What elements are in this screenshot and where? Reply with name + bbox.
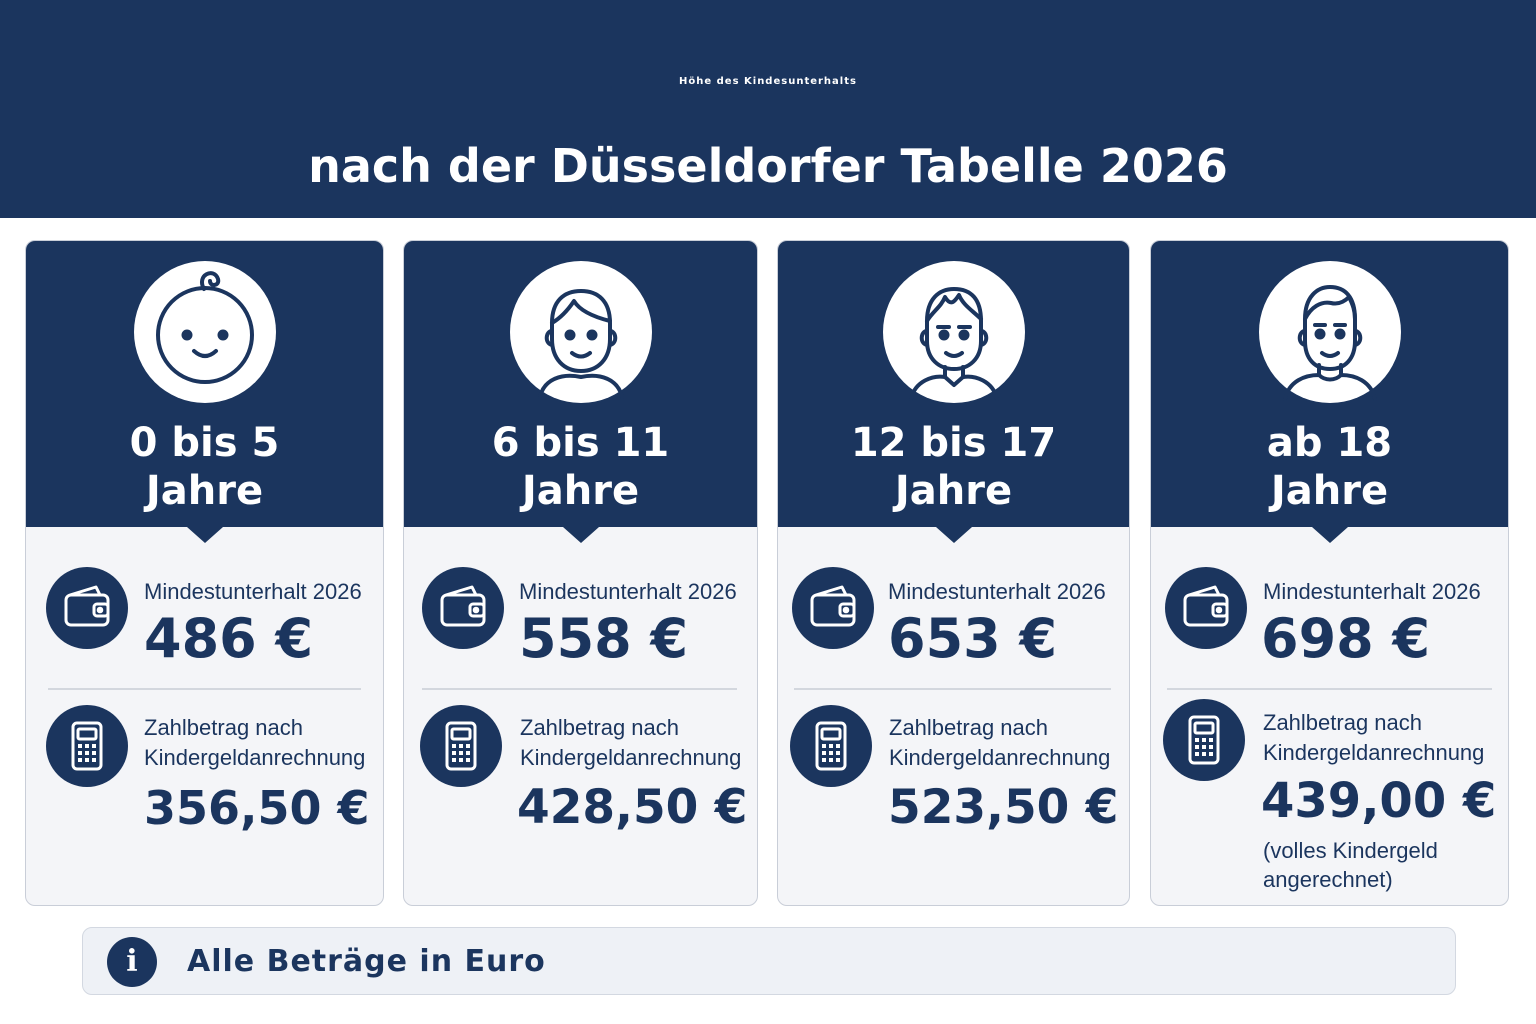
min-amount: 558 € <box>519 607 689 670</box>
age-card-0-5: 0 bis 5 Jahre Mindestunterhalt 2026 486 … <box>25 240 384 906</box>
pay-amount: 428,50 € <box>517 780 748 835</box>
card-header: 0 bis 5 Jahre <box>26 241 383 543</box>
calculator-icon <box>790 705 872 787</box>
calculator-icon <box>1163 699 1245 781</box>
info-bar: i Alle Beträge in Euro <box>82 927 1456 995</box>
pay-amount: 439,00 € <box>1261 773 1497 829</box>
page-title: Höhe des Kindesunterhalts <box>679 76 857 87</box>
card-header: 12 bis 17 Jahre <box>778 241 1129 543</box>
age-unit: Jahre <box>1270 468 1389 514</box>
wallet-icon <box>422 567 504 649</box>
age-unit: Jahre <box>521 468 640 514</box>
min-label: Mindestunterhalt 2026 <box>144 579 362 604</box>
info-text: Alle Beträge in Euro <box>187 944 546 979</box>
age-unit: Jahre <box>894 468 1013 514</box>
header-banner: Höhe des Kindesunterhalts nach der Düsse… <box>0 0 1536 218</box>
pay-label-line2: Kindergeldanrechnung <box>520 745 742 770</box>
card-pointer <box>1311 527 1348 543</box>
age-card-6-11: 6 bis 11 Jahre Mindestunterhalt 2026 558… <box>403 240 758 906</box>
pay-label-line1: Zahlbetrag nach <box>889 715 1048 740</box>
adult-face-icon <box>1258 261 1401 403</box>
min-label: Mindestunterhalt 2026 <box>888 579 1106 604</box>
min-label: Mindestunterhalt 2026 <box>519 579 737 604</box>
pay-label-line2: Kindergeldanrechnung <box>144 745 366 770</box>
wallet-icon <box>1165 567 1247 649</box>
age-range: 12 bis 17 <box>850 420 1057 466</box>
pay-label-line1: Zahlbetrag nach <box>1263 710 1422 735</box>
pay-label-line2: Kindergeldanrechnung <box>1263 740 1485 765</box>
pay-label-line1: Zahlbetrag nach <box>520 715 679 740</box>
divider <box>1167 688 1492 690</box>
info-icon: i <box>107 937 157 987</box>
age-range: 0 bis 5 <box>129 420 280 466</box>
min-amount: 653 € <box>888 607 1058 670</box>
wallet-icon <box>792 567 874 649</box>
note-line1: (volles Kindergeld <box>1263 838 1438 863</box>
pay-amount: 523,50 € <box>888 780 1119 835</box>
pay-amount: 356,50 € <box>144 781 370 835</box>
page-subtitle: nach der Düsseldorfer Tabelle 2026 <box>308 139 1228 193</box>
card-header: 6 bis 11 Jahre <box>404 241 757 543</box>
age-unit: Jahre <box>145 468 264 514</box>
card-pointer <box>935 527 972 543</box>
baby-face-icon <box>133 261 276 403</box>
wallet-icon <box>46 567 128 649</box>
card-header: ab 18 Jahre <box>1151 241 1508 543</box>
age-range: ab 18 <box>1266 420 1393 466</box>
age-card-12-17: 12 bis 17 Jahre Mindestunterhalt 2026 65… <box>777 240 1130 906</box>
card-pointer <box>186 527 223 543</box>
pay-label-line1: Zahlbetrag nach <box>144 715 303 740</box>
divider <box>48 688 361 690</box>
min-amount: 486 € <box>144 607 314 670</box>
note-line2: angerechnet) <box>1263 867 1393 892</box>
age-range: 6 bis 11 <box>491 420 670 466</box>
child-face-icon <box>509 261 652 403</box>
min-amount: 698 € <box>1261 607 1431 670</box>
teen-face-icon <box>882 261 1025 403</box>
card-pointer <box>562 527 599 543</box>
calculator-icon <box>46 705 128 787</box>
pay-label-line2: Kindergeldanrechnung <box>889 745 1111 770</box>
min-label: Mindestunterhalt 2026 <box>1263 579 1481 604</box>
age-card-18-plus: ab 18 Jahre Mindestunterhalt 2026 698 € … <box>1150 240 1509 906</box>
calculator-icon <box>420 705 502 787</box>
divider <box>794 688 1111 690</box>
divider <box>422 688 737 690</box>
